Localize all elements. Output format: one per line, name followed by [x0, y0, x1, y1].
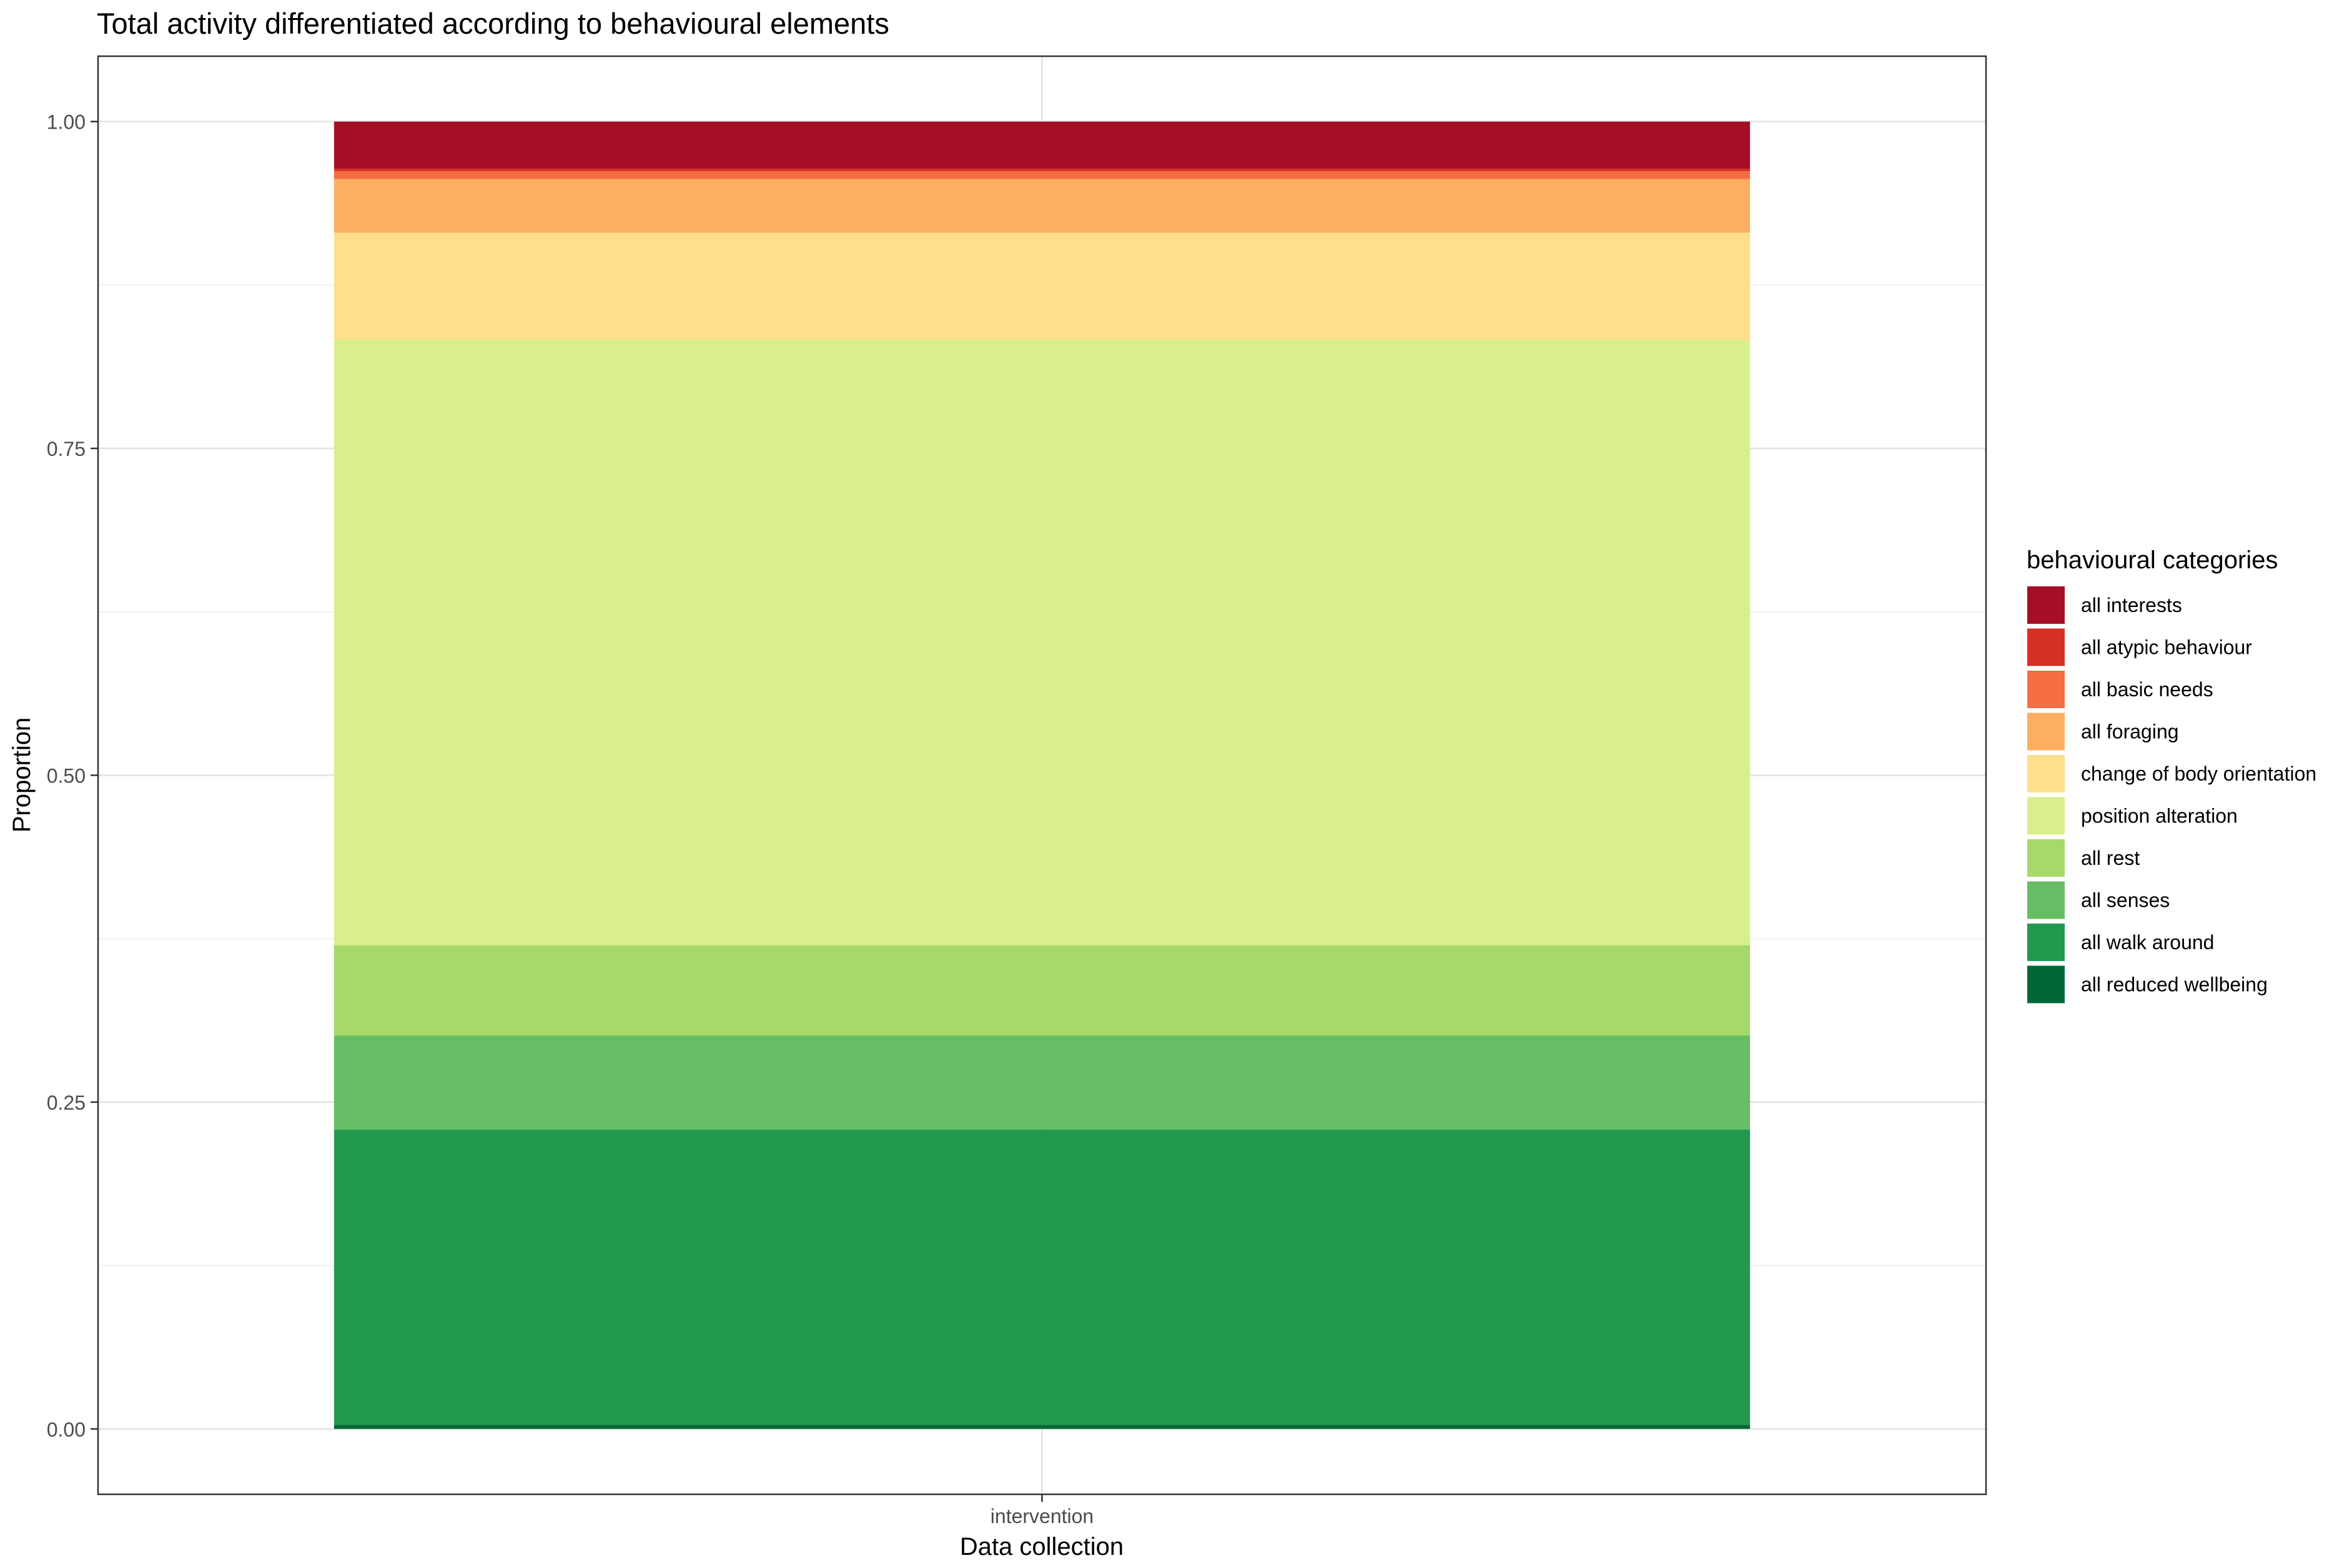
- y-tick-label: 0.75: [47, 438, 86, 460]
- bar-segment: [334, 171, 1751, 179]
- bar-segment: [334, 340, 1751, 945]
- bar-segment: [334, 1035, 1751, 1130]
- legend-label: all walk around: [2081, 931, 2214, 954]
- bar-segment: [334, 232, 1751, 340]
- y-tick-label: 1.00: [47, 111, 86, 134]
- bar-segment: [334, 179, 1751, 233]
- legend-label: all atypic behaviour: [2081, 636, 2252, 659]
- y-axis: 0.00 0.25 0.50 0.75 1.00: [47, 111, 98, 1441]
- legend-key: [2026, 880, 2066, 920]
- y-tick-label: 0.25: [47, 1092, 86, 1114]
- legend-label: all basic needs: [2081, 678, 2213, 701]
- bar-segment: [334, 1425, 1751, 1429]
- plot-panel: [97, 55, 1987, 1496]
- x-tick-label: intervention: [991, 1505, 1094, 1527]
- stacked-bar: [334, 121, 1751, 1429]
- legend-label: all senses: [2081, 889, 2170, 912]
- y-tick-label: 0.00: [47, 1418, 86, 1441]
- x-axis-label: Data collection: [960, 1533, 1124, 1561]
- legend-items: all interests all atypic behaviour all bas…: [2026, 585, 2316, 1005]
- legend-label: all rest: [2081, 847, 2140, 869]
- bar-segment: [334, 121, 1751, 169]
- y-axis-label: Proportion: [8, 717, 36, 833]
- legend-key: [2026, 796, 2066, 836]
- y-tick-label: 0.50: [47, 765, 86, 787]
- legend-label: all foraging: [2081, 721, 2179, 743]
- legend-key: [2026, 711, 2066, 752]
- x-axis: intervention: [991, 1494, 1094, 1527]
- bar-segment: [334, 945, 1751, 1036]
- bar-segment: [334, 1129, 1751, 1426]
- legend-key: [2026, 838, 2066, 878]
- legend-key: [2026, 754, 2066, 794]
- legend-key: [2026, 922, 2066, 962]
- legend-label: all reduced wellbeing: [2081, 974, 2268, 996]
- legend-title: behavioural categories: [2027, 546, 2278, 574]
- legend-label: all interests: [2081, 594, 2182, 616]
- legend-key: [2026, 669, 2066, 709]
- legend-key: [2026, 627, 2066, 668]
- legend-label: position alteration: [2081, 805, 2238, 827]
- bar-segment: [334, 169, 1751, 172]
- legend-key: [2026, 964, 2066, 1005]
- legend-key: [2026, 585, 2066, 625]
- legend: behavioural categories all interestsall …: [2026, 546, 2316, 1005]
- chart-title: Total activity differentiated according …: [97, 7, 889, 40]
- legend-label: change of body orientation: [2081, 762, 2316, 785]
